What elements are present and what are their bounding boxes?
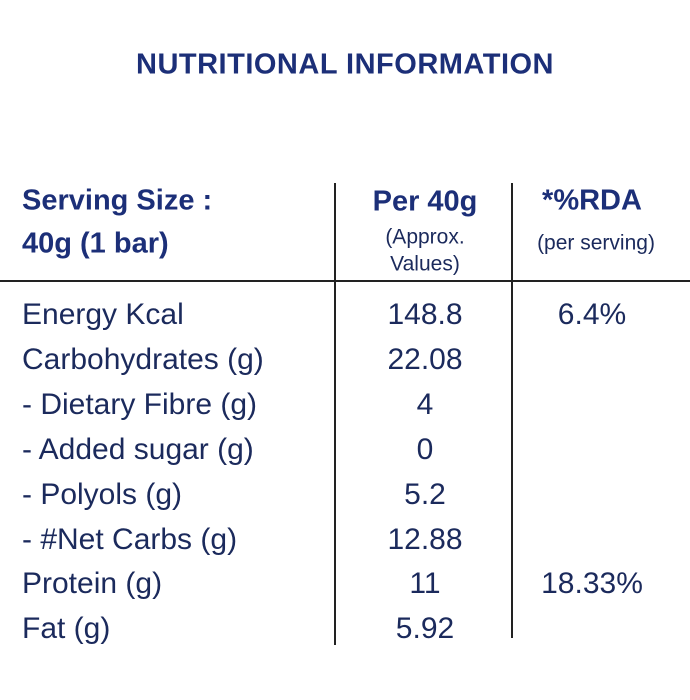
per-column-header: Per 40g	[372, 185, 478, 218]
nutrient-label: Protein (g)	[22, 567, 163, 601]
rda-column-note: (per serving)	[537, 231, 655, 255]
nutrient-rda: 18.33%	[541, 567, 643, 601]
nutrient-label: - Dietary Fibre (g)	[22, 387, 258, 421]
nutrient-value: 5.92	[395, 612, 455, 646]
per-column-note: (Approx.	[385, 225, 465, 249]
serving-amount: 40g (1 bar)	[22, 227, 169, 260]
nutrient-label: Fat (g)	[22, 612, 111, 646]
nutrient-label: Energy Kcal	[22, 298, 184, 331]
nutrient-value: 11	[409, 567, 441, 601]
per-column-note: Values)	[390, 252, 460, 276]
nutrient-label: - #Net Carbs (g)	[22, 522, 238, 556]
nutrient-label: - Added sugar (g)	[22, 432, 254, 466]
nutrient-value: 12.88	[387, 522, 463, 556]
nutrient-rda: 6.4%	[557, 298, 627, 331]
nutrient-value: 4	[416, 387, 434, 421]
column-divider	[511, 183, 513, 638]
column-divider	[334, 183, 336, 645]
serving-size: Serving Size :	[22, 184, 213, 217]
nutrient-value: 148.8	[387, 298, 463, 331]
nutrient-value: 5.2	[404, 477, 446, 511]
nutrient-value: 22.08	[387, 342, 463, 376]
title: NUTRITIONAL INFORMATION	[136, 48, 554, 81]
nutrient-value: 0	[416, 432, 434, 466]
header-divider	[0, 280, 690, 282]
nutrient-label: - Polyols (g)	[22, 477, 183, 511]
rda-column-header: *%RDA	[542, 184, 642, 217]
nutrient-label: Carbohydrates (g)	[22, 342, 264, 376]
